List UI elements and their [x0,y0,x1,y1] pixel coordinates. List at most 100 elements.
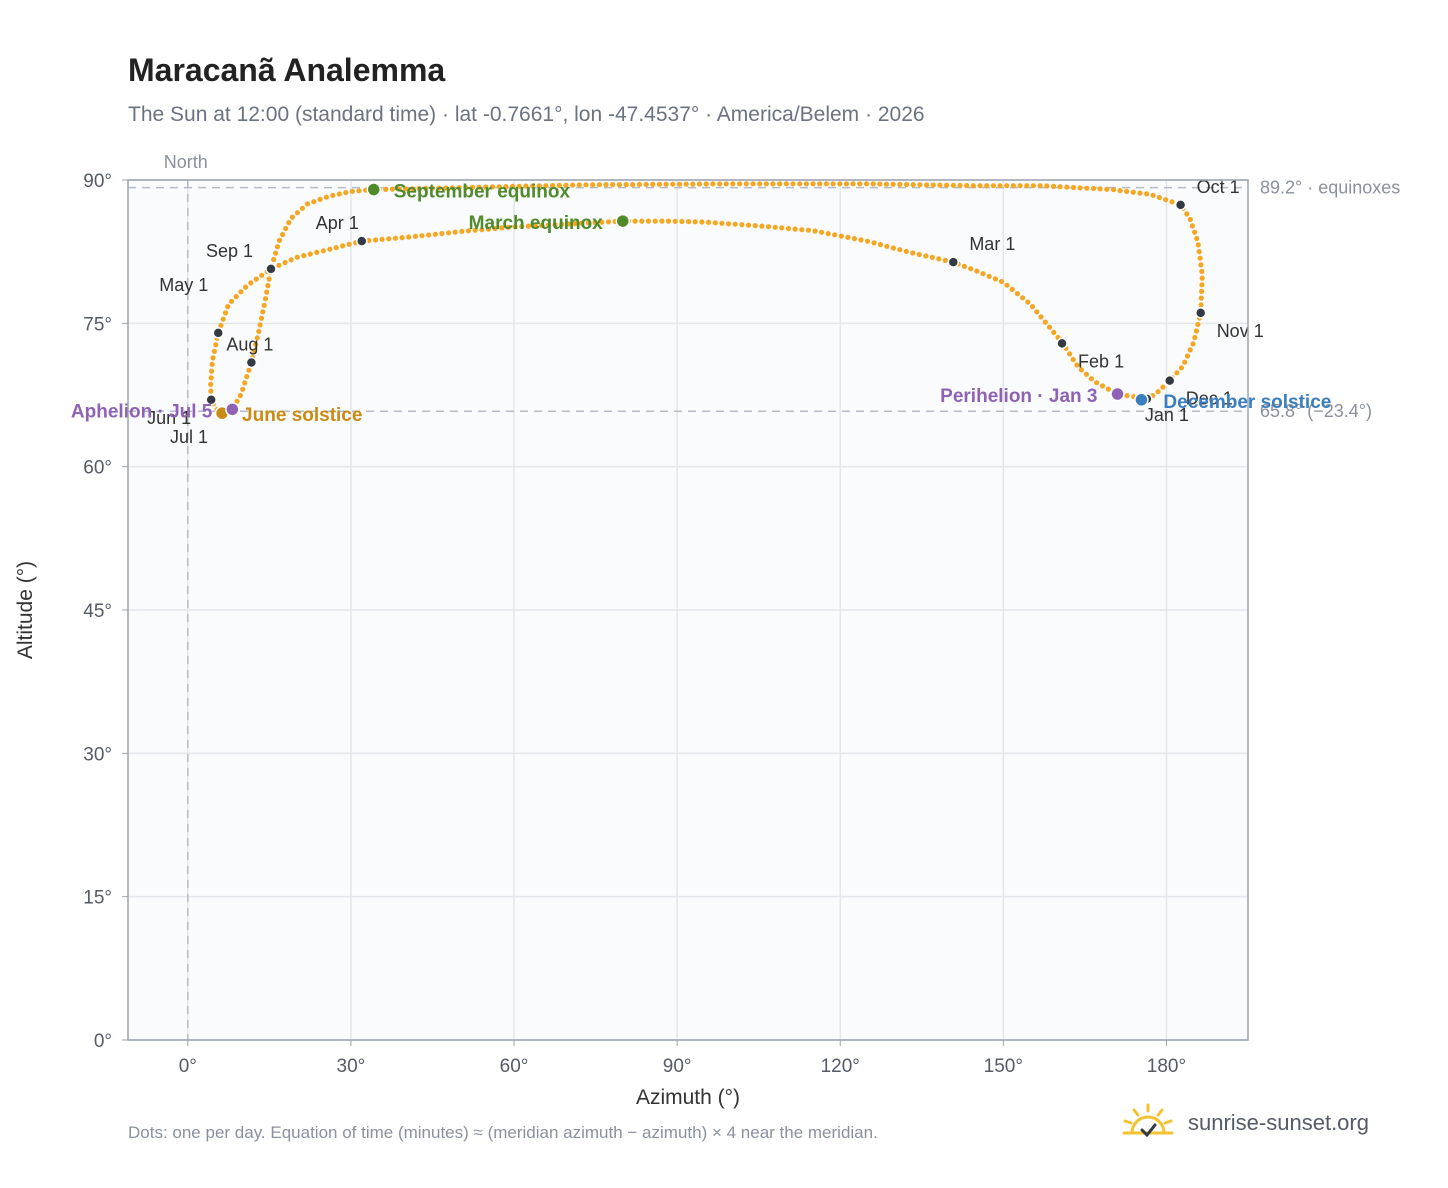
daily-dot [446,230,452,236]
daily-dot [851,236,858,242]
daily-dot [1197,255,1203,261]
daily-dot [763,181,769,187]
daily-dot [980,271,986,277]
daily-dot [645,218,652,224]
daily-dot [1195,321,1201,328]
daily-dot [1184,353,1191,359]
daily-dot [656,181,663,187]
daily-dot [803,181,810,187]
daily-dot [282,259,288,266]
y-tick-label: 60° [83,458,112,479]
daily-dot [950,182,956,188]
daily-dot [1190,341,1196,347]
daily-dot [686,219,692,225]
y-tick-label: 45° [83,601,112,622]
daily-dot [372,237,379,243]
daily-dot [343,190,349,196]
daily-dot [916,251,922,258]
daily-dot [409,186,415,192]
daily-dot [903,248,909,254]
daily-dot [222,310,229,316]
month-label: Dec 1 [1186,389,1233,409]
daily-dot [616,182,623,188]
daily-dot [208,375,214,381]
daily-dot [419,233,425,239]
daily-dot [1198,295,1204,301]
event-marker[interactable] [366,182,381,197]
daily-dot [683,181,689,187]
daily-dot [228,298,235,304]
daily-dot [238,289,244,295]
daily-dot [317,196,323,202]
daily-dot [783,181,789,187]
month-marker[interactable] [205,394,217,406]
daily-dot [423,185,429,191]
daily-dot [396,186,402,192]
daily-dot [576,182,582,188]
daily-dot [1117,188,1123,194]
month-marker[interactable] [265,263,277,275]
daily-dot [209,368,215,374]
daily-dot [340,243,346,249]
month-marker[interactable] [245,356,258,369]
event-marker[interactable] [225,402,240,417]
month-marker[interactable] [947,256,960,268]
daily-dot [1169,199,1175,205]
daily-dot [570,182,576,188]
month-label: Mar 1 [969,234,1015,254]
event-marker[interactable] [1110,386,1125,402]
daily-dot [276,262,282,268]
x-tick-label: 150° [984,1056,1023,1077]
daily-dot [871,240,877,246]
daily-dot [465,228,472,234]
daily-dot [845,234,851,240]
daily-dot [246,367,252,373]
daily-dot [208,388,214,394]
daily-dot [392,235,398,241]
daily-dot [1194,235,1200,242]
month-label: Sep 1 [206,241,253,261]
brand-logo[interactable]: sunrise-sunset.org [1120,1100,1369,1146]
month-marker[interactable] [1194,307,1207,319]
daily-dot [1199,275,1205,281]
event-marker[interactable] [615,213,631,229]
daily-dot [304,201,311,207]
daily-dot [1124,188,1130,194]
month-label: Jun 1 [147,408,191,428]
daily-dot [525,223,532,229]
daily-dot [379,236,385,242]
daily-dot [545,222,552,228]
daily-dot [1192,229,1198,235]
daily-dot [692,219,698,225]
daily-dot [877,242,884,248]
month-marker[interactable] [212,327,225,339]
daily-dot [590,182,596,188]
month-marker[interactable] [356,235,368,247]
daily-dot [1034,309,1040,315]
daily-dot [910,182,916,188]
x-tick-label: 60° [500,1056,529,1077]
month-label: Jul 1 [170,427,208,447]
daily-dot [1199,288,1205,294]
daily-dot [349,188,355,194]
daily-dot [998,278,1005,285]
daily-dot [810,181,816,187]
month-label: Jan 1 [1145,405,1189,425]
daily-dot [583,182,589,188]
daily-dot [449,185,456,191]
daily-dot [1084,185,1090,191]
daily-dot [456,185,462,191]
event-marker[interactable] [1134,392,1149,408]
daily-dot [730,181,736,187]
month-marker[interactable] [1174,199,1187,211]
daily-dot [1074,362,1080,368]
daily-dot [256,328,262,334]
daily-dot [663,181,669,187]
month-marker[interactable] [1163,374,1176,387]
daily-dot [1163,197,1169,203]
daily-dot [336,191,342,197]
daily-dot [837,181,843,187]
daily-dot [1057,184,1063,190]
daily-dot [280,231,286,238]
month-marker[interactable] [1056,337,1068,350]
